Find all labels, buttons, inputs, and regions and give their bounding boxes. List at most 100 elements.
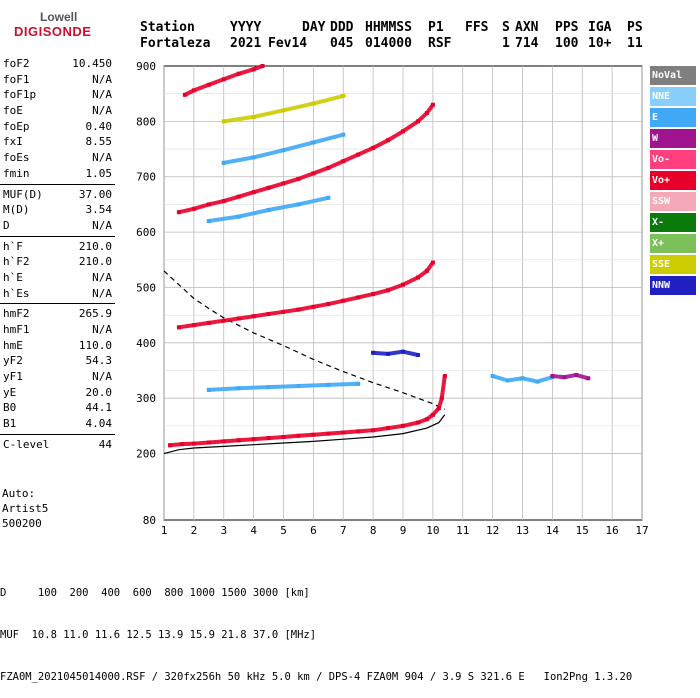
legend-x: X- (650, 213, 696, 232)
param-value: N/A (92, 104, 112, 118)
param-label: foEs (3, 151, 30, 165)
param-label: hmE (3, 338, 23, 352)
echo-point (221, 160, 226, 165)
param-row-md: M(D) 3.54 (0, 202, 115, 218)
x-tick-label: 3 (220, 524, 227, 537)
echo-point (311, 432, 316, 437)
echo-point (535, 379, 540, 384)
echo-point (356, 152, 361, 157)
header-label-cell: P1 (428, 20, 444, 35)
echo-point (236, 316, 241, 321)
param-label: foF1 (3, 72, 30, 86)
param-separator (0, 433, 115, 435)
legend-vo: Vo+ (650, 171, 696, 190)
echo-point (574, 372, 579, 377)
echo-point (371, 145, 376, 150)
x-tick-label: 16 (606, 524, 619, 537)
auto-version: 500200 (2, 517, 42, 530)
echo-point (206, 387, 211, 392)
echo-point (191, 88, 196, 93)
echo-point (430, 412, 435, 417)
x-tick-label: 13 (516, 524, 529, 537)
echo-point (356, 381, 361, 386)
echo-point (505, 378, 510, 383)
echo-point (266, 436, 271, 441)
param-label: yE (3, 385, 17, 399)
echo-point (281, 434, 286, 439)
header-value-cell: Fev14 (268, 36, 308, 51)
header-label-cell: DAY (302, 20, 326, 35)
param-value: 10.450 (72, 57, 112, 70)
param-value: 110.0 (78, 338, 112, 352)
echo-point (221, 77, 226, 82)
x-tick-label: 7 (340, 524, 347, 537)
header-value-cell: RSF (428, 36, 452, 51)
echo-point (371, 350, 376, 355)
legend-nnw: NNW (650, 276, 696, 295)
echo-point (206, 82, 211, 87)
param-separator (0, 303, 115, 305)
param-row-fmin: fmin 1.05 (0, 166, 115, 182)
header-label-cell: Station (140, 20, 195, 35)
echo-point (266, 312, 271, 317)
echo-point (221, 199, 226, 204)
echo-point (266, 385, 271, 390)
echo-point (415, 420, 420, 425)
echo-trace (371, 349, 420, 357)
echo-point (251, 114, 256, 119)
y-tick-label: 800 (136, 115, 156, 128)
echo-point (586, 376, 591, 381)
footer-file-info: FZA0M_2021045014000.RSF / 320fx256h 50 k… (0, 671, 633, 683)
echo-point (386, 138, 391, 143)
echo-point (281, 148, 286, 153)
echo-point (266, 207, 271, 212)
profile-curve-dashed (163, 270, 446, 410)
param-row-yf1: yF1 N/A (0, 369, 115, 385)
auto-program: Artist5 (2, 502, 49, 515)
echo-point (401, 423, 405, 428)
param-label: h`F (3, 239, 23, 253)
echo-point (251, 314, 256, 319)
echo-point (401, 129, 405, 134)
echo-point (191, 441, 196, 446)
param-label: yF2 (3, 354, 23, 368)
echo-point (236, 71, 241, 76)
echo-point (439, 396, 444, 401)
param-row-he: h`E N/A (0, 270, 115, 286)
echo-point (296, 433, 301, 438)
echo-point (562, 375, 567, 380)
echo-point (415, 353, 420, 358)
header-value-cell: 100 (555, 36, 579, 51)
legend-vo: Vo- (650, 150, 696, 169)
param-label: h`Es (3, 286, 30, 300)
echo-point (206, 219, 211, 224)
echo-point (236, 214, 241, 219)
x-tick-label: 15 (576, 524, 589, 537)
echo-point (401, 282, 405, 287)
header-label-cell: HHMMSS (365, 20, 412, 35)
echo-point (430, 260, 435, 265)
echo-point (221, 318, 226, 323)
param-row-hmf2: hmF2 265.9 (0, 306, 115, 322)
header-label-cell: DDD (330, 20, 354, 35)
x-tick-label: 1 (161, 524, 168, 537)
header-value-cell: 014000 (365, 36, 412, 51)
param-value: 265.9 (78, 307, 112, 321)
footer-muf-row: MUF 10.8 11.0 11.6 12.5 13.9 15.9 21.8 3… (0, 629, 317, 641)
auto-label: Auto: (2, 487, 36, 500)
param-label: hmF1 (3, 323, 30, 336)
echo-point (251, 190, 256, 195)
param-value: N/A (92, 323, 112, 336)
echo-point (490, 374, 495, 379)
echo-point (167, 443, 172, 448)
param-row-b1: B1 4.04 (0, 416, 115, 432)
echo-point (326, 382, 331, 387)
param-row-hmf1: hmF1 N/A (0, 322, 115, 338)
echo-point (341, 132, 346, 137)
param-row-fxi: fxI 8.55 (0, 134, 115, 150)
echo-point (266, 185, 271, 190)
param-label: B0 (3, 401, 17, 415)
echo-point (206, 320, 211, 325)
echo-point (386, 426, 391, 431)
echo-point (311, 304, 316, 309)
